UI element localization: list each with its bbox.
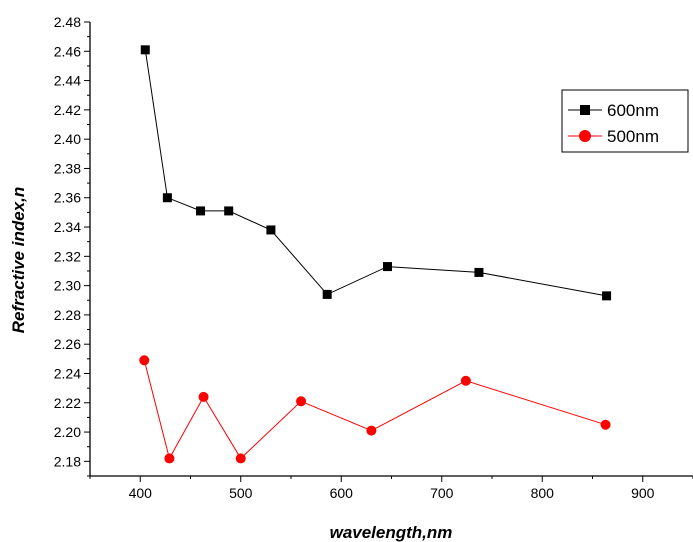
data-point-circle	[296, 396, 307, 407]
x-tick-label: 400	[129, 485, 153, 501]
y-axis-title: Refractive index,n	[9, 187, 28, 333]
data-point-circle	[198, 391, 209, 402]
y-tick-label: 2.34	[54, 219, 81, 235]
data-series	[139, 45, 612, 464]
y-tick-label: 2.40	[54, 131, 81, 147]
legend-marker-square	[580, 105, 590, 115]
y-tick-label: 2.36	[54, 190, 81, 206]
data-point-square	[474, 267, 484, 277]
data-point-circle	[366, 425, 377, 436]
y-tick-label: 2.42	[54, 102, 81, 118]
data-point-circle	[235, 453, 246, 464]
data-point-square	[224, 206, 234, 216]
legend: 600nm 500nm	[561, 89, 689, 153]
x-tick-label: 700	[430, 485, 454, 501]
y-tick-label: 2.22	[54, 395, 81, 411]
series-line-600nm	[144, 49, 607, 297]
tick-marks	[84, 21, 693, 482]
data-point-circle	[460, 375, 471, 386]
data-point-circle	[139, 355, 150, 366]
data-point-square	[140, 45, 150, 55]
legend-marker-circle	[579, 130, 591, 142]
y-tick-label: 2.26	[54, 336, 81, 352]
x-tick-label: 800	[531, 485, 555, 501]
tick-labels: 2.18 2.20 2.22 2.24 2.26 2.28 2.30 2.32 2.34 2.36…	[54, 14, 655, 501]
y-tick-label: 2.38	[54, 160, 81, 176]
y-tick-label: 2.32	[54, 248, 81, 264]
data-point-circle	[164, 453, 175, 464]
data-point-square	[266, 225, 276, 235]
legend-label-500nm: 500nm	[607, 127, 659, 146]
data-point-square	[162, 193, 172, 203]
x-tick-label: 900	[631, 485, 655, 501]
data-point-square	[322, 289, 332, 299]
y-tick-label: 2.48	[54, 14, 81, 30]
series-line-500nm	[143, 360, 606, 460]
series-600nm	[140, 45, 612, 301]
x-tick-label: 600	[330, 485, 354, 501]
data-point-square	[602, 291, 612, 301]
legend-label-600nm: 600nm	[607, 101, 659, 120]
y-tick-label: 2.30	[54, 278, 81, 294]
data-point-square	[196, 206, 206, 216]
data-point-square	[382, 262, 392, 272]
series-500nm	[139, 355, 611, 464]
y-tick-label: 2.24	[54, 365, 81, 381]
data-point-circle	[600, 419, 611, 430]
y-tick-label: 2.20	[54, 424, 81, 440]
y-tick-label: 2.44	[54, 73, 81, 89]
y-tick-label: 2.18	[54, 453, 81, 469]
y-tick-label: 2.28	[54, 307, 81, 323]
legend-box	[561, 89, 689, 153]
x-axis-title: wavelength,nm	[330, 523, 453, 542]
y-tick-label: 2.46	[54, 43, 81, 59]
x-tick-label: 500	[229, 485, 253, 501]
